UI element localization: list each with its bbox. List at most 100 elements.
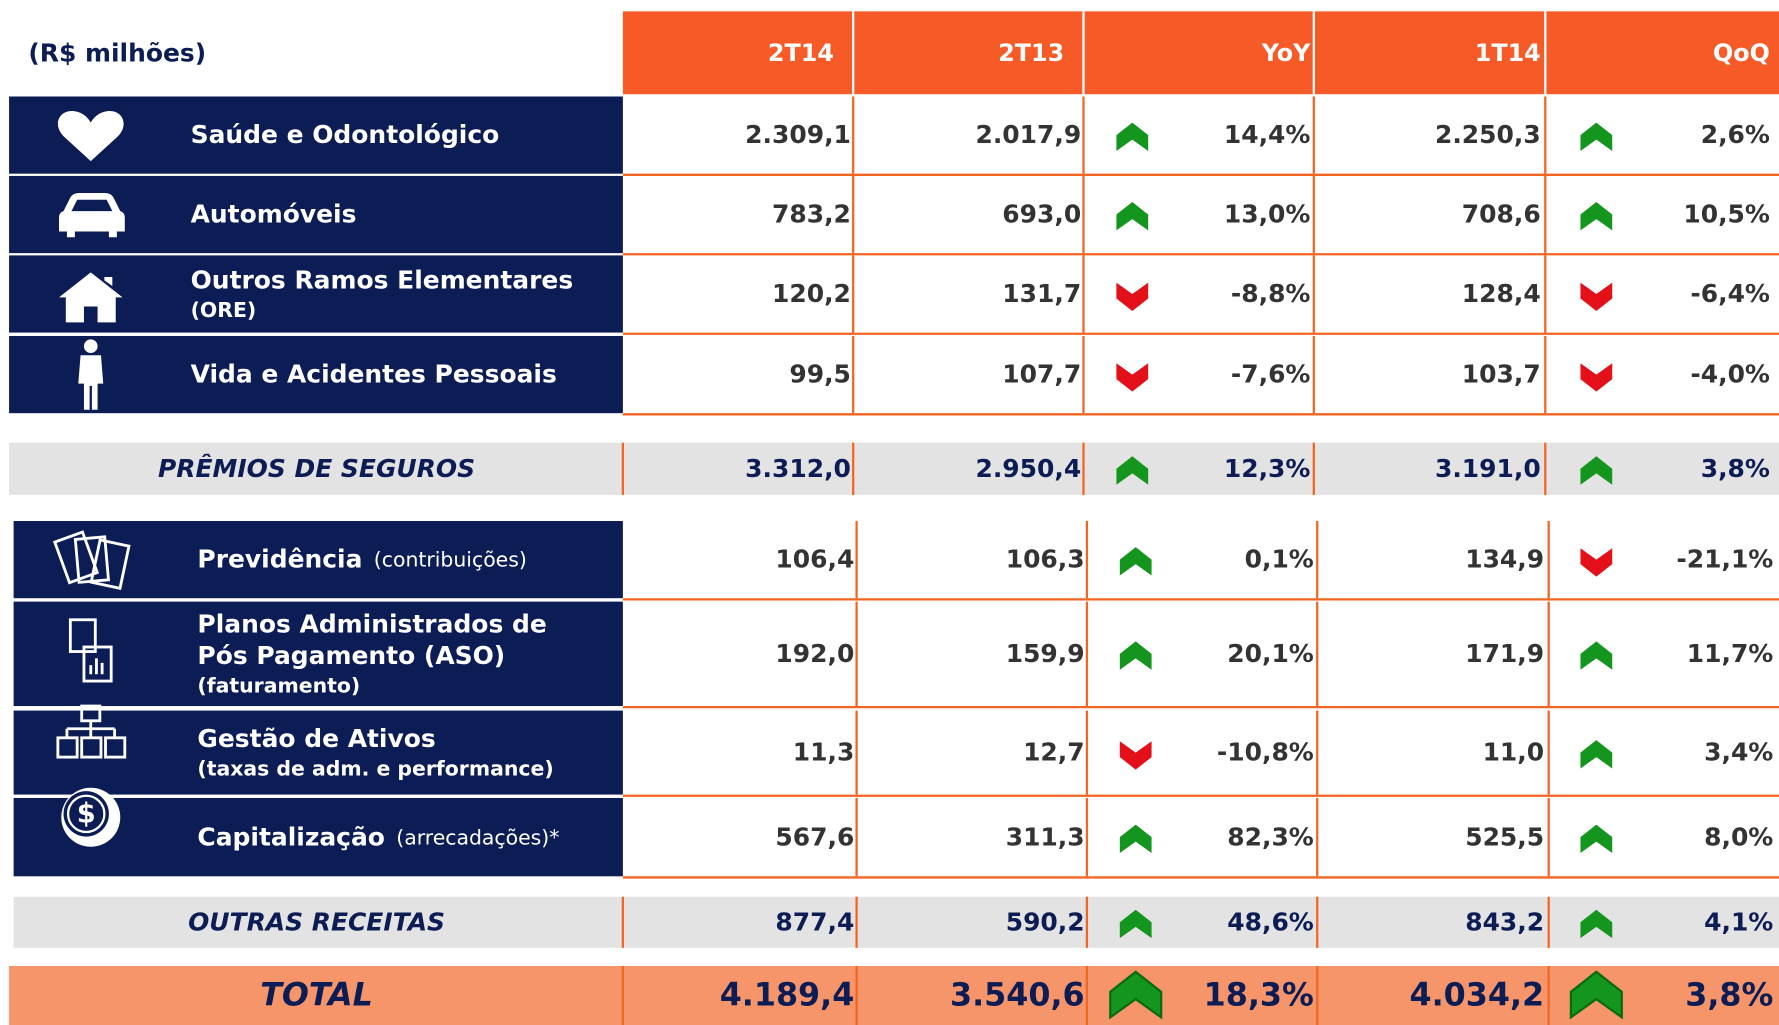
cell-value: 106,3 — [1006, 545, 1085, 574]
org-icon — [56, 704, 127, 759]
up-arrow — [1569, 970, 1623, 1020]
row-label-text: Capitalização — [197, 822, 385, 851]
cell-value: 567,6 — [775, 822, 854, 851]
summary-band — [13, 896, 1779, 948]
cell-value: 3,4% — [1704, 738, 1773, 767]
icons: $ — [52, 111, 131, 847]
cell-value: 11,0 — [1483, 738, 1545, 767]
header-band — [622, 11, 1779, 95]
summary-label: PRÊMIOS DE SEGUROS — [158, 453, 475, 483]
cell-value: 3.540,6 — [950, 978, 1085, 1014]
row-label: Automóveis — [191, 200, 357, 229]
person-head — [83, 339, 98, 354]
down-arrow — [1116, 282, 1149, 312]
cell-value: 2.250,3 — [1435, 120, 1541, 149]
up-arrow — [1119, 547, 1152, 576]
row-label: (ORE) — [191, 298, 257, 322]
row-label-panel — [9, 335, 623, 414]
heart-icon — [57, 111, 124, 162]
cell-value: -8,8% — [1231, 279, 1311, 308]
cell-value: -7,6% — [1231, 360, 1311, 389]
person-icon — [78, 355, 104, 410]
up-arrow — [1580, 909, 1613, 939]
cell-value: 99,5 — [789, 360, 851, 389]
cell-value: 20,1% — [1227, 639, 1314, 668]
cell-value: -21,1% — [1676, 545, 1773, 574]
down-arrow — [1119, 741, 1152, 770]
up-arrow — [1580, 456, 1613, 485]
up-arrow — [1580, 641, 1613, 670]
cell-value: 3.191,0 — [1435, 454, 1541, 483]
cell-value: 4.034,2 — [1410, 978, 1545, 1014]
cell-value: 877,4 — [775, 907, 854, 936]
up-arrow — [1119, 641, 1152, 670]
up-arrow — [1580, 122, 1613, 151]
cell-value: 192,0 — [775, 639, 854, 668]
cell-value: 171,9 — [1465, 639, 1544, 668]
column-header: YoY — [1261, 39, 1311, 67]
column-header: 1T14 — [1475, 39, 1541, 67]
cell-value: 48,6% — [1227, 907, 1314, 936]
cell-value: 13,0% — [1224, 200, 1311, 229]
house-icon — [58, 272, 123, 323]
cell-value: 708,6 — [1462, 200, 1541, 229]
cell-value: 783,2 — [772, 200, 851, 229]
up-arrow — [1119, 909, 1152, 939]
cell-value: 8,0% — [1704, 822, 1773, 851]
summary-label: OUTRAS RECEITAS — [188, 907, 445, 936]
coin-symbol: $ — [77, 799, 96, 830]
cell-value: 590,2 — [1006, 907, 1085, 936]
column-header: 2T14 — [768, 39, 834, 67]
down-arrow — [1580, 363, 1613, 392]
unit: (R$ milhões) — [28, 38, 206, 67]
cell-value: 4.189,4 — [720, 978, 855, 1014]
docs-icon — [68, 618, 113, 683]
row-label: Previdência (contribuições) — [197, 545, 526, 574]
cell-value: 12,7 — [1023, 738, 1085, 767]
cell-value: -6,4% — [1690, 279, 1770, 308]
cell-value: 107,7 — [1002, 360, 1081, 389]
row-label-panel — [13, 601, 623, 707]
row-label: Vida e Acidentes Pessoais — [191, 360, 557, 389]
up-arrow — [1119, 824, 1152, 854]
cell-value: 4,1% — [1704, 907, 1773, 936]
row-label: Pós Pagamento (ASO) — [197, 641, 505, 670]
row-label: (faturamento) — [197, 674, 360, 698]
cell-value: -10,8% — [1217, 738, 1314, 767]
up-arrow — [1580, 740, 1613, 769]
cell-value: 128,4 — [1462, 279, 1541, 308]
cell-value: 2.309,1 — [745, 120, 851, 149]
up-arrow — [1109, 970, 1163, 1020]
cell-value: 693,0 — [1002, 200, 1081, 229]
cell-value: 2.950,4 — [975, 454, 1081, 483]
row-label-panel — [13, 521, 623, 599]
cell-value: 525,5 — [1465, 822, 1544, 851]
down-arrow — [1580, 548, 1613, 577]
cell-value: 12,3% — [1224, 454, 1311, 483]
cell-value: 11,3 — [793, 738, 855, 767]
row-label-panel — [13, 710, 623, 795]
cell-value: 11,7% — [1687, 639, 1774, 668]
cell-value: 131,7 — [1002, 279, 1081, 308]
cell-value: 2,6% — [1701, 120, 1770, 149]
up-arrow — [1116, 456, 1149, 485]
cell-value: 3,8% — [1685, 978, 1773, 1014]
car-icon — [58, 192, 125, 238]
column-header: 2T13 — [998, 39, 1064, 67]
summary-band — [9, 442, 1779, 495]
up-arrow — [1116, 122, 1149, 151]
up-arrow — [1580, 202, 1613, 231]
cell-value: 18,3% — [1204, 978, 1314, 1014]
row-label-text: Previdência — [197, 545, 362, 574]
row-label: Saúde e Odontológico — [191, 120, 500, 149]
cell-value: 82,3% — [1227, 822, 1314, 851]
down-arrow — [1580, 282, 1613, 312]
up-arrow — [1116, 202, 1149, 231]
down-arrow — [1116, 363, 1149, 392]
row-label: Capitalização (arrecadações)* — [197, 822, 559, 851]
summary-label: TOTAL — [260, 978, 373, 1014]
cell-value: -4,0% — [1690, 360, 1770, 389]
row-label: Planos Administrados de — [197, 609, 546, 638]
cell-value: 311,3 — [1006, 822, 1085, 851]
